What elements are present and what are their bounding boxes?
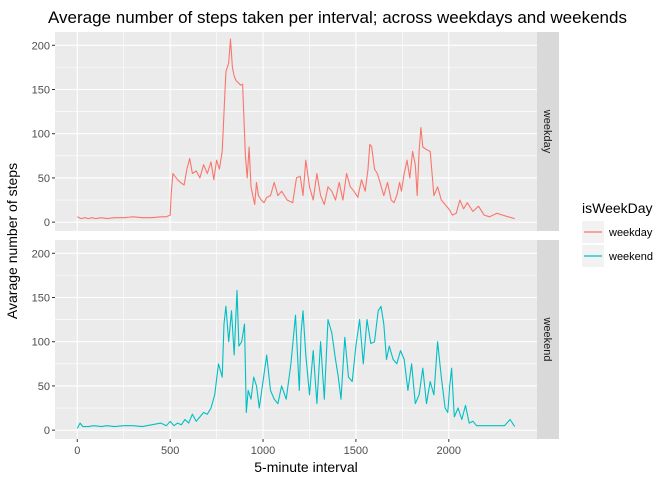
x-tick-label: 2000 xyxy=(437,445,461,457)
panel-weekend: 0 50 100 150 200 weekend xyxy=(32,240,559,439)
y-axis-title: Avarage number of steps xyxy=(4,163,20,319)
legend-label-weekday: weekday xyxy=(608,227,653,239)
x-tick-label: 500 xyxy=(161,445,179,457)
y-tick-label: 150 xyxy=(32,292,50,304)
y-tick-label: 0 xyxy=(44,217,50,229)
facet-strip xyxy=(537,32,559,231)
y-tick-label: 200 xyxy=(32,248,50,260)
y-tick-label: 100 xyxy=(32,129,50,141)
y-tick-label: 0 xyxy=(44,425,50,437)
x-tick-label: 1000 xyxy=(251,445,275,457)
y-tick-label: 200 xyxy=(32,40,50,52)
y-tick-label: 100 xyxy=(32,337,50,349)
legend: isWeekDay weekday weekend xyxy=(582,200,653,267)
y-tick-label: 50 xyxy=(38,173,50,185)
y-tick-label: 50 xyxy=(38,381,50,393)
series-line-weekday xyxy=(77,38,515,220)
legend-items: weekday weekend xyxy=(582,221,653,267)
legend-title: isWeekDay xyxy=(582,200,653,216)
chart-title: Average number of steps taken per interv… xyxy=(48,8,627,27)
panel-background xyxy=(55,240,537,439)
y-tick-label: 150 xyxy=(32,84,50,96)
legend-label-weekend: weekend xyxy=(608,251,653,263)
x-axis: 0 500 1000 1500 2000 xyxy=(74,439,461,457)
series-line-weekend xyxy=(76,289,516,429)
x-tick-label: 1500 xyxy=(344,445,368,457)
x-tick-label: 0 xyxy=(74,445,80,457)
x-axis-title: 5-minute interval xyxy=(254,459,358,475)
facet-strip-label: weekend xyxy=(541,316,553,361)
facet-strip-label: weekday xyxy=(541,109,553,154)
panel-weekday: 0 50 100 150 200 weekday xyxy=(32,32,559,231)
facet-strip xyxy=(537,240,559,439)
panel-background xyxy=(55,32,537,231)
